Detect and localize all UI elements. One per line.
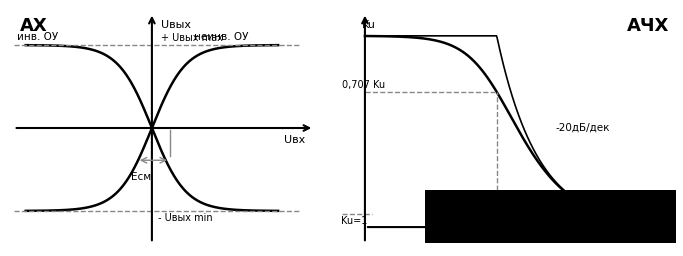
Text: инв. ОУ: инв. ОУ xyxy=(16,31,58,41)
Text: Uвх: Uвх xyxy=(284,135,305,145)
Bar xyxy=(425,190,676,243)
Text: АХ: АХ xyxy=(20,17,47,35)
Text: Ku=1: Ku=1 xyxy=(342,216,368,226)
Text: Ku: Ku xyxy=(361,20,376,30)
Text: -20дБ/дек: -20дБ/дек xyxy=(556,123,610,133)
Text: - Uвых min: - Uвых min xyxy=(158,213,212,223)
Text: Uвых: Uвых xyxy=(161,20,191,30)
Text: + Uвых max: + Uвых max xyxy=(161,33,223,43)
Text: неинв. ОУ: неинв. ОУ xyxy=(194,31,249,41)
Text: Есм: Есм xyxy=(131,172,151,182)
Text: АЧХ: АЧХ xyxy=(627,17,669,35)
Text: 0,707 Ku: 0,707 Ku xyxy=(342,80,385,90)
